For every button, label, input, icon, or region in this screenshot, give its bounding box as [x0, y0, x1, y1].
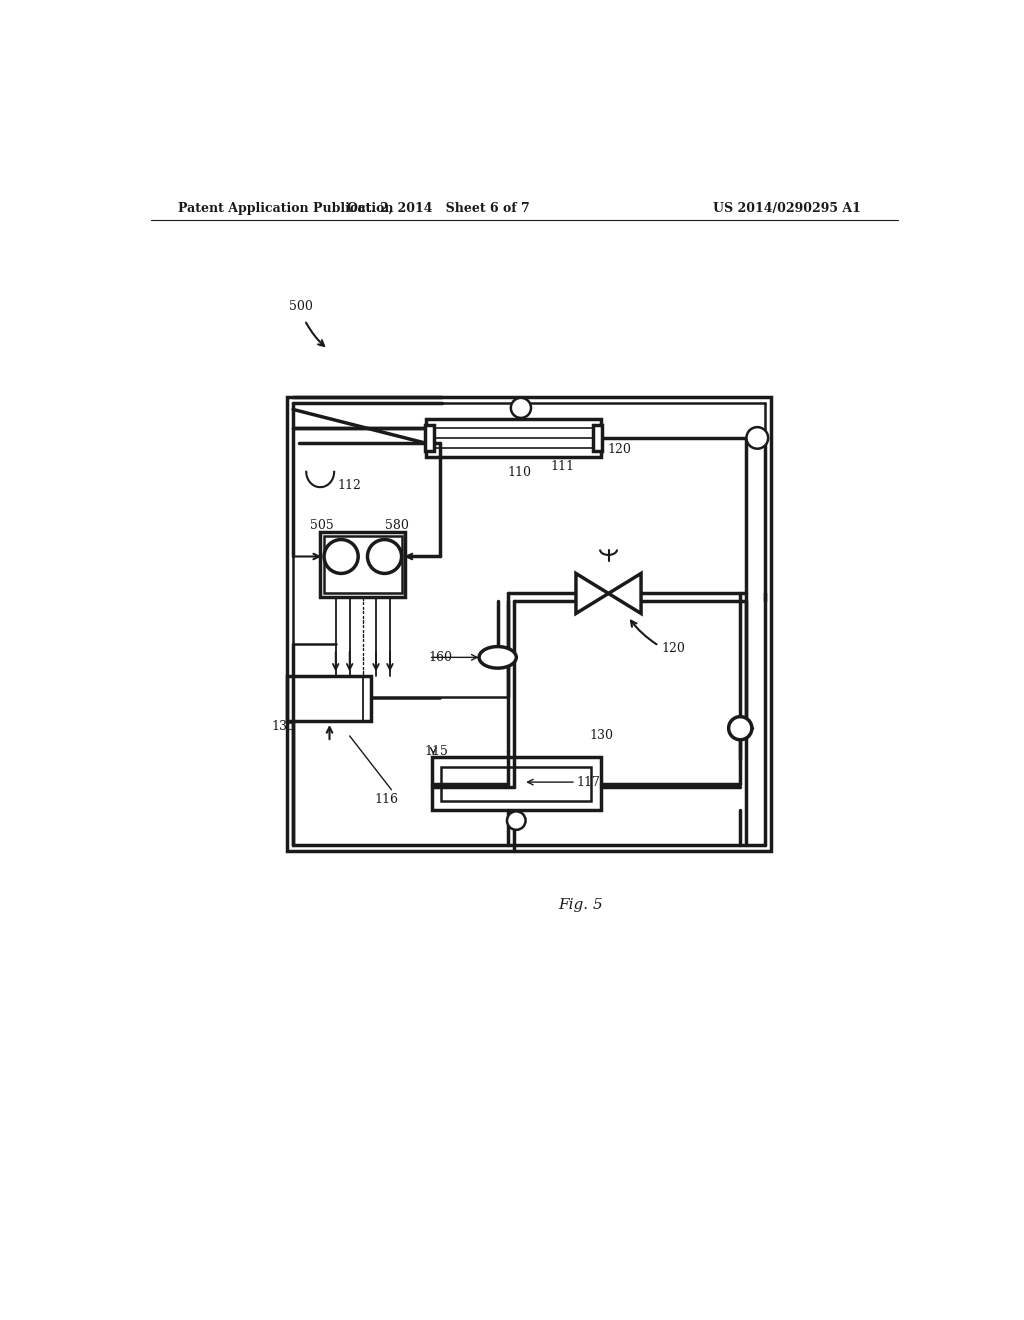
Bar [432, 758, 601, 810]
Circle shape [746, 428, 768, 449]
Bar [321, 532, 406, 597]
Bar [441, 767, 592, 800]
Circle shape [368, 540, 401, 573]
Text: 505: 505 [310, 519, 334, 532]
Text: Patent Application Publication: Patent Application Publication [178, 202, 394, 215]
Bar [324, 536, 401, 594]
Text: US 2014/0290295 A1: US 2014/0290295 A1 [713, 202, 861, 215]
Bar [593, 425, 602, 451]
Text: 112: 112 [337, 479, 361, 492]
Text: 116: 116 [375, 792, 398, 805]
Bar [426, 418, 601, 457]
Bar [287, 397, 771, 851]
Text: 110: 110 [508, 466, 531, 479]
Text: Oct. 2, 2014   Sheet 6 of 7: Oct. 2, 2014 Sheet 6 of 7 [347, 202, 529, 215]
Text: 120: 120 [607, 444, 631, 455]
Polygon shape [575, 573, 608, 614]
Text: 160: 160 [429, 651, 453, 664]
Text: 580: 580 [385, 519, 410, 532]
Text: Fig. 5: Fig. 5 [558, 899, 603, 912]
Bar [425, 425, 434, 451]
Text: 117: 117 [575, 776, 600, 788]
Circle shape [729, 717, 752, 739]
Circle shape [324, 540, 358, 573]
Bar [287, 676, 371, 721]
Ellipse shape [479, 647, 516, 668]
Circle shape [511, 397, 531, 418]
Text: 115: 115 [425, 744, 449, 758]
Text: 135: 135 [271, 721, 295, 733]
Circle shape [507, 812, 525, 830]
Text: 130: 130 [589, 730, 613, 742]
Polygon shape [608, 573, 641, 614]
Text: 120: 120 [662, 643, 685, 656]
Text: 500: 500 [289, 300, 313, 313]
Text: 111: 111 [550, 459, 574, 473]
